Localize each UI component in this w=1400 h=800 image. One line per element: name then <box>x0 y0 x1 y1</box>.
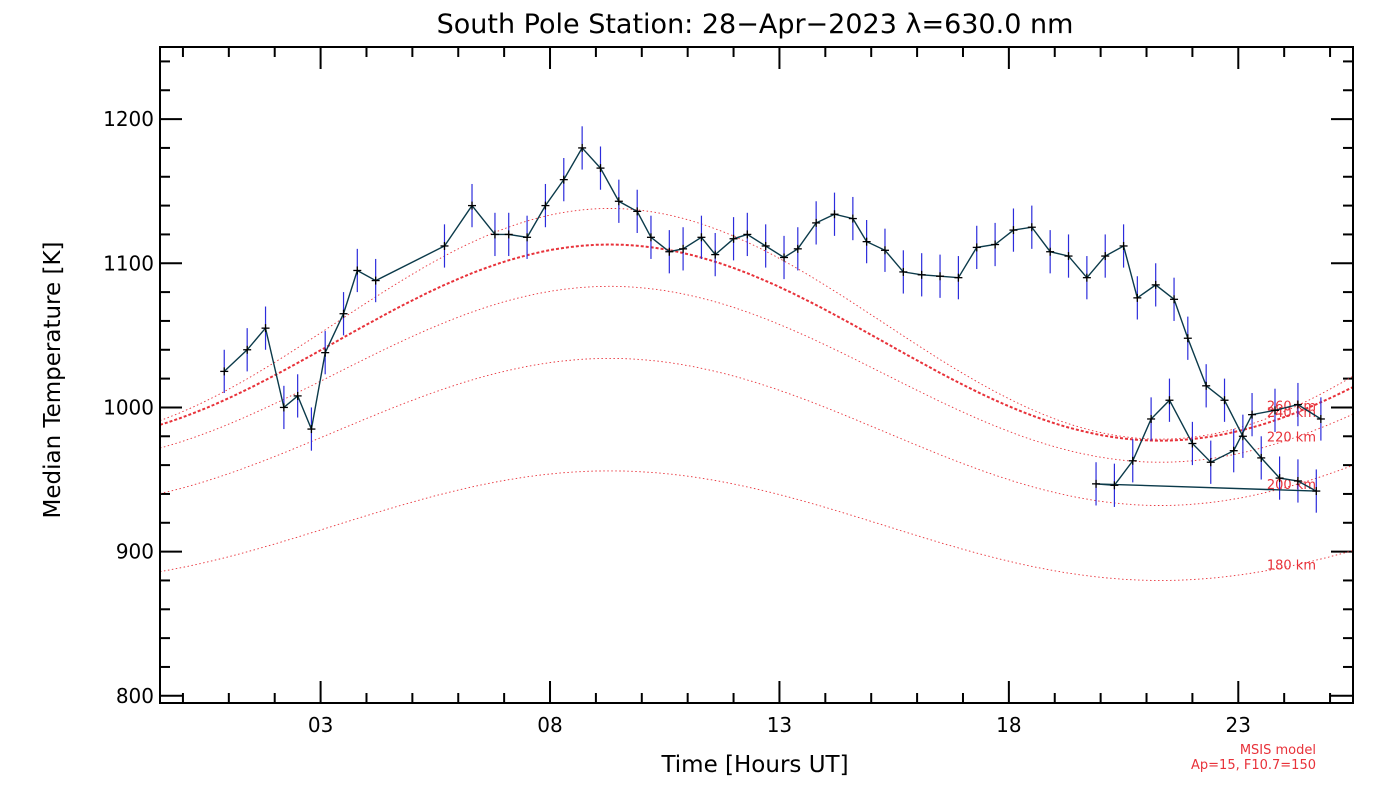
x-tick-label: 03 <box>308 713 333 737</box>
model-curve-label: 240 km <box>1267 406 1316 421</box>
data-markers <box>220 143 1325 496</box>
error-bars <box>223 126 1322 513</box>
x-tick-label: 23 <box>1226 713 1251 737</box>
axis-ticks: 800 900 1000 1100 1200 03 08 13 18 23 <box>103 47 1353 737</box>
y-tick-label: 1200 <box>103 107 154 131</box>
y-tick-label: 1000 <box>103 395 154 419</box>
y-tick-label: 1100 <box>103 251 154 275</box>
annotation-line-2: Ap=15, F10.7=150 <box>1191 758 1316 773</box>
x-axis-label: Time [Hours UT] <box>660 752 848 778</box>
plot-frame <box>159 46 1354 704</box>
model-curve <box>159 357 1354 506</box>
y-axis-label: Median Temperature [K] <box>40 242 66 519</box>
x-tick-label: 08 <box>537 713 562 737</box>
chart-title: South Pole Station: 28−Apr−2023 λ=630.0 … <box>437 9 1074 40</box>
x-tick-label: 13 <box>767 713 792 737</box>
data-lines <box>223 146 1322 492</box>
model-curve-label: 220 km <box>1267 430 1316 445</box>
x-tick-label: 18 <box>996 713 1021 737</box>
model-curve <box>159 208 1354 440</box>
model-curve <box>159 285 1354 463</box>
y-tick-label: 900 <box>116 540 154 564</box>
model-curve <box>159 243 1354 442</box>
annotation-line-1: MSIS model <box>1240 743 1316 758</box>
model-curve <box>159 470 1354 581</box>
y-tick-label: 800 <box>116 684 154 708</box>
data-series-line <box>223 146 1322 492</box>
model-curve-label: 180 km <box>1267 558 1316 573</box>
